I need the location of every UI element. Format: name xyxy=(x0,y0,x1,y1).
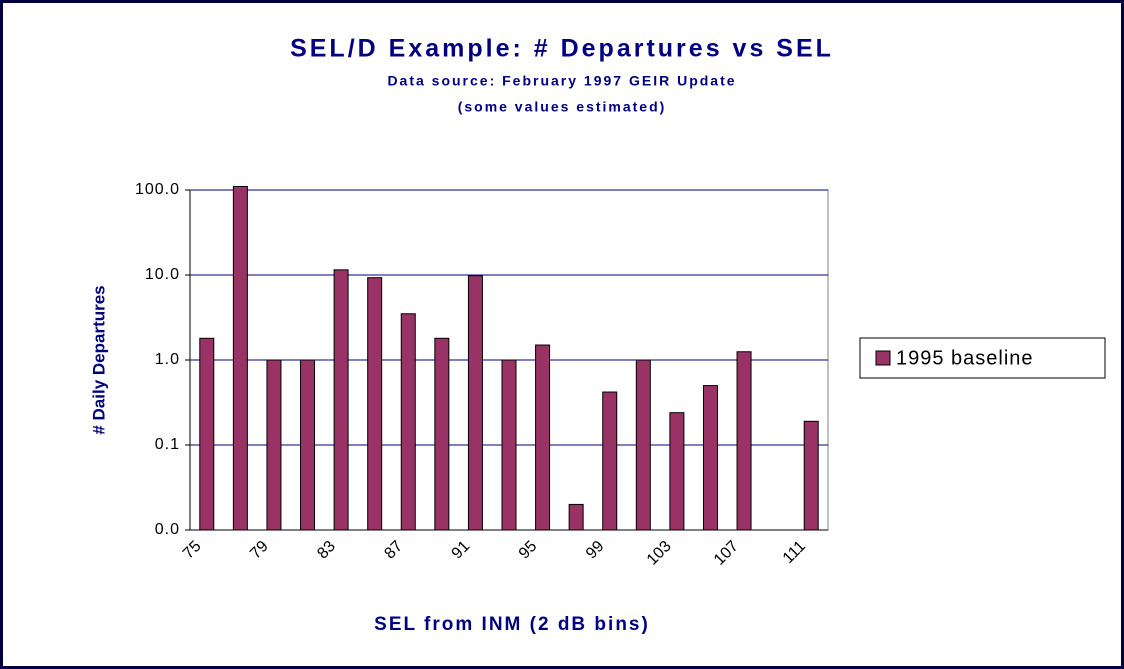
note: (some values estimated) xyxy=(458,99,667,115)
bar xyxy=(400,313,416,531)
bar xyxy=(669,412,685,531)
y-axis-title: # Daily Departures xyxy=(89,285,108,434)
legend xyxy=(859,337,1106,379)
bar xyxy=(635,359,651,531)
bar xyxy=(232,185,248,531)
bar xyxy=(535,344,551,531)
bar xyxy=(803,420,819,531)
bar xyxy=(602,391,618,531)
y-tick-label: 0.1 xyxy=(155,436,180,453)
bar xyxy=(199,337,215,531)
y-tick-label: 0.0 xyxy=(155,521,180,538)
bar xyxy=(736,351,752,531)
bar xyxy=(568,503,584,531)
subtitle: Data source: February 1997 GEIR Update xyxy=(387,73,736,89)
bar xyxy=(467,275,483,531)
legend-label: 1995 baseline xyxy=(896,347,1034,369)
bar xyxy=(367,277,383,531)
bar xyxy=(702,385,718,531)
y-tick-label: 100.0 xyxy=(135,181,180,198)
y-tick-label: 1.0 xyxy=(155,351,180,368)
bar xyxy=(266,359,282,531)
x-axis-title: SEL from INM (2 dB bins) xyxy=(374,614,650,635)
bar xyxy=(501,359,517,531)
chart-title: SEL/D Example: # Departures vs SEL xyxy=(290,35,834,63)
bar xyxy=(434,337,450,531)
bar xyxy=(300,359,316,531)
y-tick-label: 10.0 xyxy=(145,266,180,283)
legend-swatch xyxy=(875,350,891,366)
bar xyxy=(333,269,349,531)
